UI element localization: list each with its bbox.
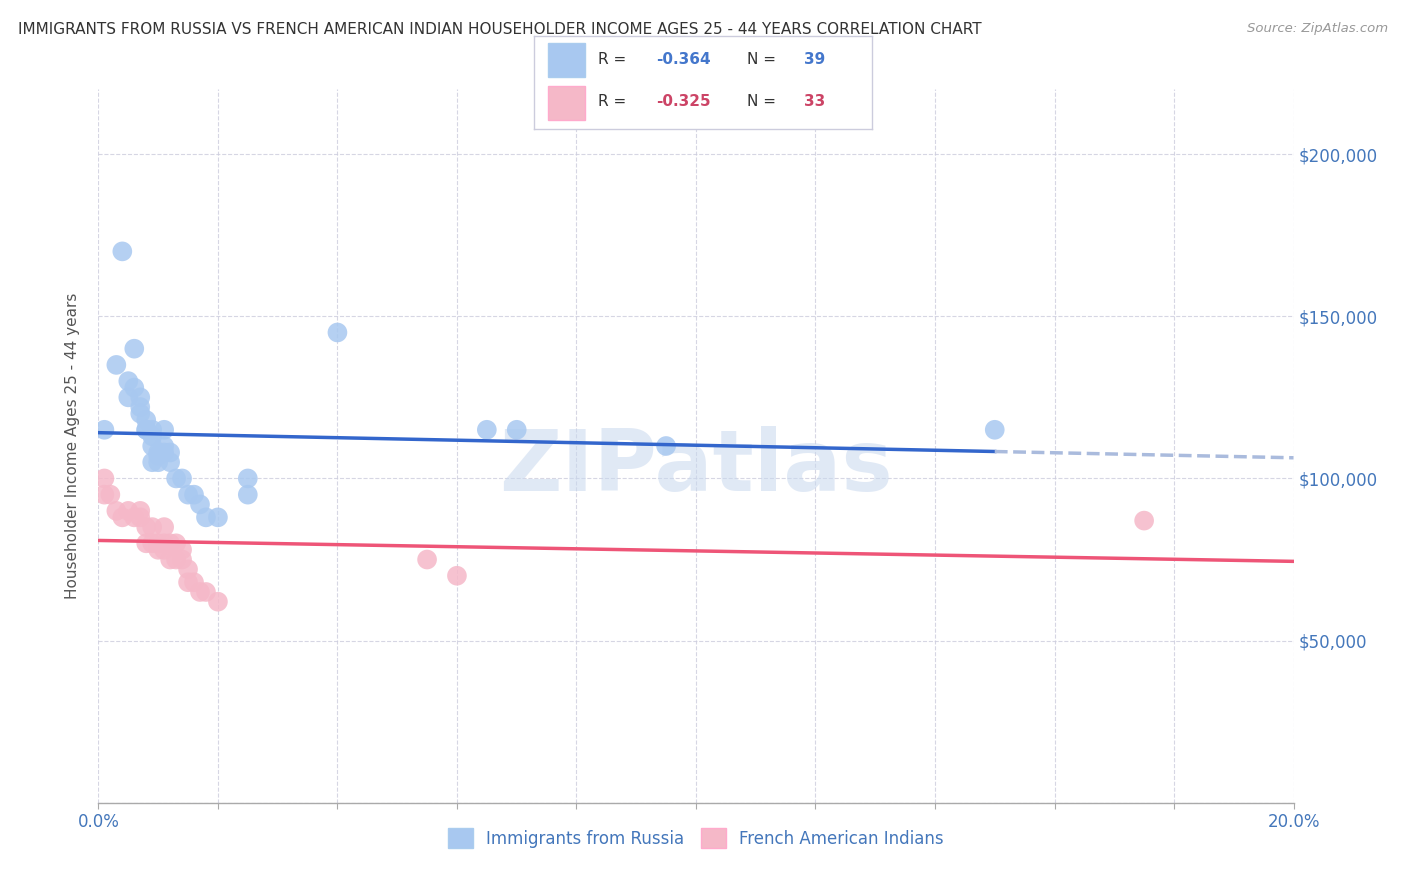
Point [141, 455, 163, 469]
Point [148, 542, 170, 557]
Point [165, 536, 187, 550]
Point [148, 455, 170, 469]
Point [236, 488, 259, 502]
FancyBboxPatch shape [548, 43, 585, 77]
Text: N =: N = [747, 95, 780, 109]
Point [111, 510, 134, 524]
Point [183, 488, 205, 502]
Point [506, 423, 529, 437]
Point [105, 504, 128, 518]
Point [183, 575, 205, 590]
Text: R =: R = [599, 52, 631, 67]
Point [117, 504, 139, 518]
Text: ZIPatlas: ZIPatlas [499, 425, 893, 509]
Point [135, 520, 157, 534]
Text: N =: N = [747, 52, 780, 67]
Point [93, 488, 115, 502]
Point [153, 445, 176, 459]
Point [141, 520, 163, 534]
Point [172, 542, 194, 557]
Point [326, 326, 349, 340]
Point [159, 455, 181, 469]
Point [655, 439, 678, 453]
Point [141, 439, 163, 453]
Point [124, 381, 146, 395]
Point [165, 471, 187, 485]
Point [129, 510, 152, 524]
Point [129, 400, 152, 414]
Point [207, 595, 229, 609]
Point [207, 510, 229, 524]
Point [446, 568, 468, 582]
Point [1133, 514, 1156, 528]
Point [111, 244, 134, 259]
Point [416, 552, 439, 566]
Text: 33: 33 [804, 95, 825, 109]
Point [124, 342, 146, 356]
Point [141, 423, 163, 437]
Text: -0.364: -0.364 [655, 52, 710, 67]
Point [129, 407, 152, 421]
Point [188, 585, 211, 599]
Point [172, 552, 194, 566]
Point [177, 488, 200, 502]
Point [135, 423, 157, 437]
Point [188, 497, 211, 511]
Y-axis label: Householder Income Ages 25 - 44 years: Householder Income Ages 25 - 44 years [65, 293, 80, 599]
Point [129, 390, 152, 404]
Point [117, 374, 139, 388]
Point [124, 510, 146, 524]
Point [135, 413, 157, 427]
Point [177, 562, 200, 576]
Point [153, 439, 176, 453]
Point [105, 358, 128, 372]
Text: IMMIGRANTS FROM RUSSIA VS FRENCH AMERICAN INDIAN HOUSEHOLDER INCOME AGES 25 - 44: IMMIGRANTS FROM RUSSIA VS FRENCH AMERICA… [18, 22, 981, 37]
Text: R =: R = [599, 95, 631, 109]
Text: 39: 39 [804, 52, 825, 67]
Point [141, 429, 163, 443]
Point [135, 536, 157, 550]
Point [153, 542, 176, 557]
Point [148, 536, 170, 550]
Text: -0.325: -0.325 [655, 95, 710, 109]
Point [98, 488, 122, 502]
Point [984, 423, 1007, 437]
Point [148, 445, 170, 459]
Legend: Immigrants from Russia, French American Indians: Immigrants from Russia, French American … [441, 822, 950, 855]
Point [129, 504, 152, 518]
Point [153, 536, 176, 550]
Point [93, 471, 115, 485]
Point [177, 575, 200, 590]
Point [475, 423, 498, 437]
Point [153, 520, 176, 534]
Point [141, 536, 163, 550]
Point [93, 423, 115, 437]
Point [236, 471, 259, 485]
Point [153, 423, 176, 437]
Point [135, 423, 157, 437]
Point [159, 552, 181, 566]
Point [159, 536, 181, 550]
Point [148, 449, 170, 463]
Point [159, 445, 181, 459]
Point [117, 390, 139, 404]
Point [195, 585, 218, 599]
Point [195, 510, 218, 524]
Point [172, 471, 194, 485]
Point [165, 552, 187, 566]
FancyBboxPatch shape [548, 87, 585, 120]
Text: Source: ZipAtlas.com: Source: ZipAtlas.com [1247, 22, 1388, 36]
